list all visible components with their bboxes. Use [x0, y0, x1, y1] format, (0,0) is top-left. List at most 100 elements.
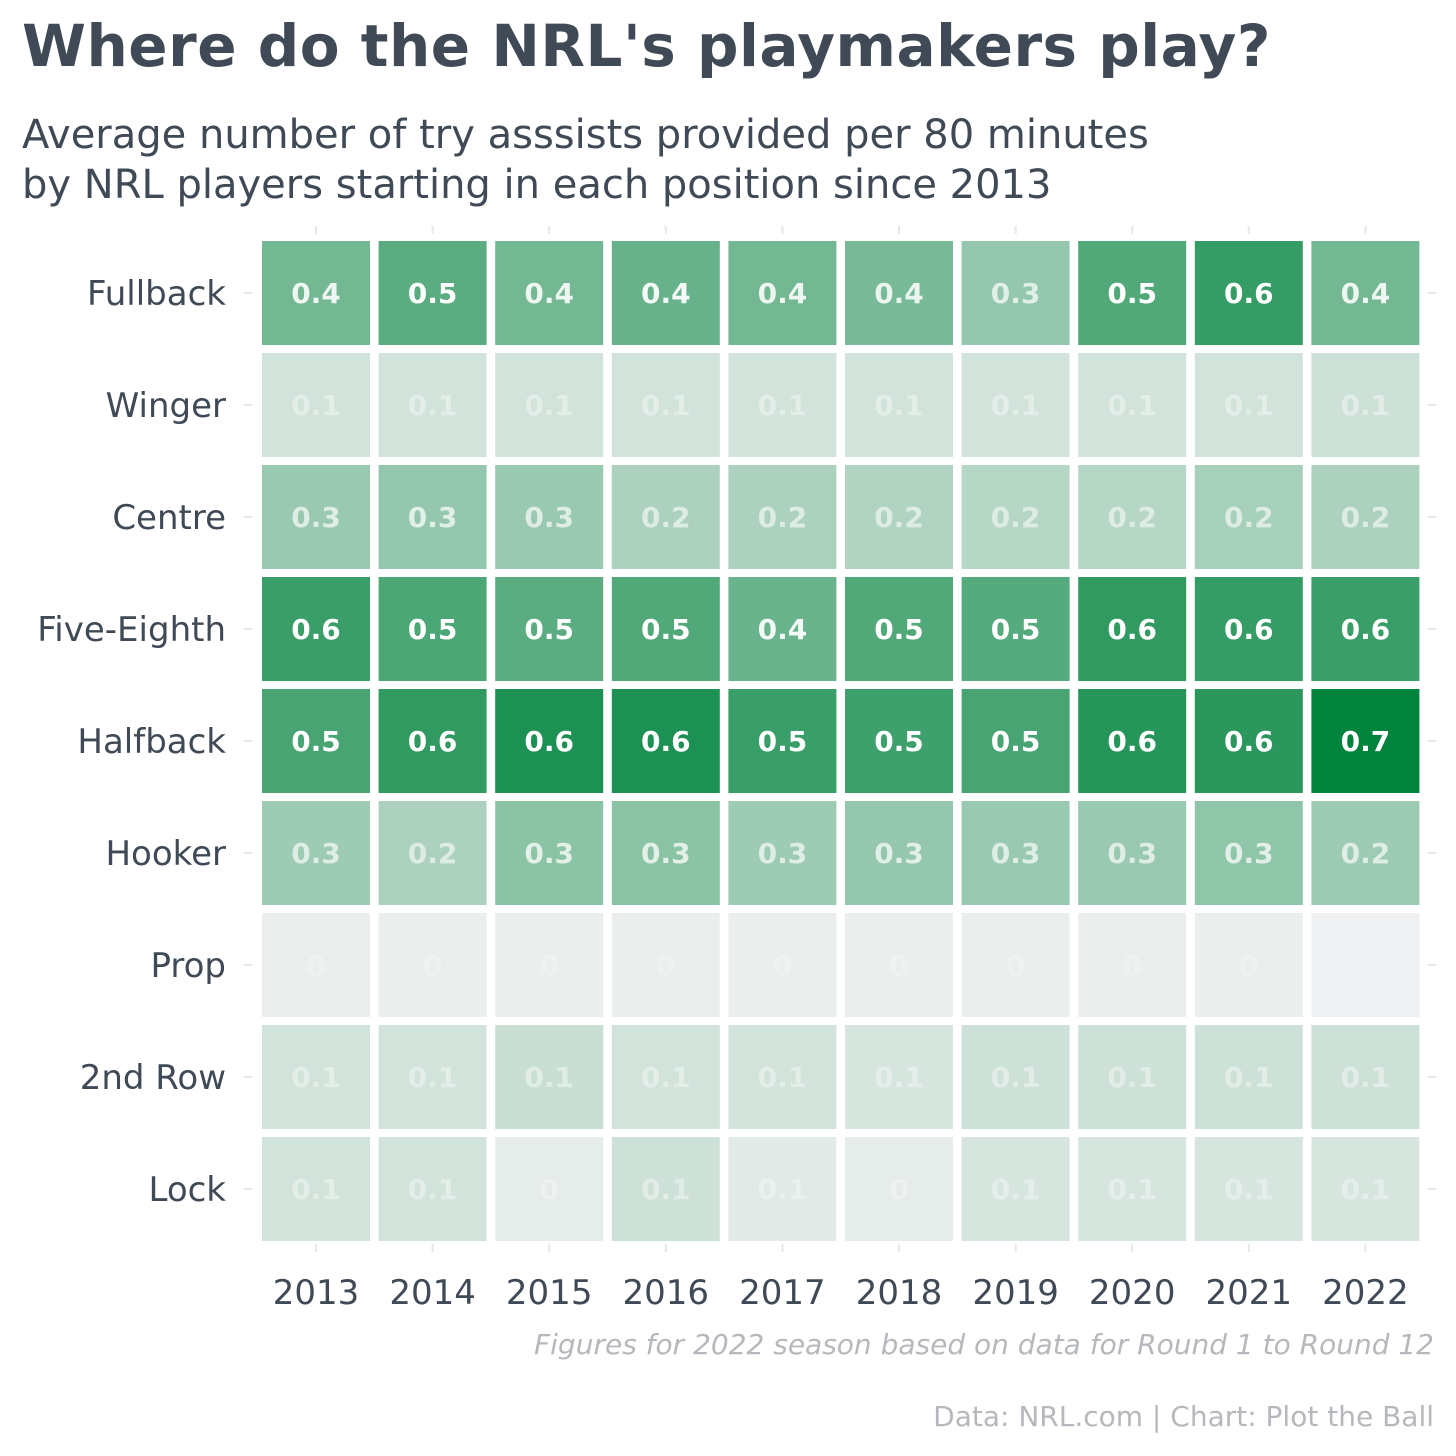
heatmap-cell	[378, 801, 487, 905]
cell-value-label: 0.6	[1224, 277, 1274, 310]
x-tick-label: 2014	[389, 1273, 476, 1313]
cell-value-label: 0.3	[291, 837, 341, 870]
cell-value-label: 0.1	[291, 389, 341, 422]
heatmap-cell	[845, 465, 953, 569]
cell-value-label: 0.5	[874, 725, 924, 758]
heatmap-cell	[495, 1137, 604, 1241]
chart-footnote: Figures for 2022 season based on data fo…	[534, 1328, 1434, 1361]
heatmap-cell	[1194, 353, 1303, 457]
heatmap-cell	[1311, 577, 1420, 681]
heatmap-cell	[378, 353, 487, 457]
heatmap-cell	[378, 913, 487, 1017]
chart-subtitle: Average number of try asssists provided …	[22, 110, 1149, 210]
y-tick-label: Halfback	[77, 722, 226, 762]
heatmap-cell	[1311, 353, 1420, 457]
heatmap-cell	[262, 465, 370, 569]
heatmap-cell	[1194, 801, 1303, 905]
axis-ticks	[244, 226, 1436, 1252]
x-tick-label: 2016	[623, 1273, 710, 1313]
heatmap-cell	[728, 913, 837, 1017]
cell-value-label: 0.6	[1341, 613, 1391, 646]
cell-value-label: 0.3	[991, 277, 1041, 310]
heatmap-cell	[728, 353, 837, 457]
subtitle-line-2: by NRL players starting in each position…	[22, 162, 1052, 208]
cell-value-label: 0	[656, 949, 675, 982]
heatmap-cell	[1311, 1025, 1420, 1129]
cell-value-label: 0	[539, 949, 558, 982]
x-tick-label: 2022	[1322, 1273, 1409, 1313]
cell-value-label: 0.3	[991, 837, 1041, 870]
heatmap-cell	[262, 241, 370, 345]
heatmap-cell	[611, 241, 720, 345]
heatmap-cell	[1194, 241, 1303, 345]
heatmap-cell	[611, 1137, 720, 1241]
heatmap-cells: 0.4 0.5 0.4 0.4 0.4 0.4 0.3 0.5 0.6 0.4 0.1 0.1 0.1 0…	[262, 241, 1420, 1241]
heatmap-cell	[1078, 1025, 1187, 1129]
heatmap-cell	[961, 465, 1070, 569]
y-tick-label: Lock	[148, 1170, 226, 1210]
heatmap-cell	[611, 801, 720, 905]
cell-value-label: 0.1	[758, 389, 808, 422]
cell-value-label: 0	[423, 949, 442, 982]
cell-value-label: 0.5	[991, 725, 1041, 758]
y-tick-label: 2nd Row	[80, 1058, 226, 1098]
heatmap-cell	[611, 689, 720, 793]
cell-value-label: 0.5	[991, 613, 1041, 646]
x-axis-labels: 2013 2014 2015 2016 2017 2018 2019 2020 2021 2022	[273, 1273, 1409, 1313]
heatmap-cell	[1311, 241, 1420, 345]
cell-value-label: 0.6	[1224, 613, 1274, 646]
cell-value-label: 0.3	[524, 501, 574, 534]
cell-value-label: 0	[539, 1173, 558, 1206]
cell-value-label: 0.5	[874, 613, 924, 646]
cell-value-label: 0.1	[991, 1061, 1041, 1094]
y-tick-label: Prop	[150, 946, 226, 986]
heatmap-cell	[262, 1025, 370, 1129]
cell-value-label: 0.5	[408, 277, 458, 310]
heatmap-cell	[961, 689, 1070, 793]
heatmap-cell	[262, 913, 370, 1017]
heatmap-cell	[1311, 801, 1420, 905]
heatmap-cell	[1194, 1025, 1303, 1129]
heatmap-cell	[961, 913, 1070, 1017]
heatmap-cell	[845, 913, 953, 1017]
heatmap-cell	[495, 577, 604, 681]
heatmap-cell	[845, 353, 953, 457]
heatmap-cell	[728, 241, 837, 345]
cell-value-label: 0.3	[1107, 837, 1157, 870]
heatmap-cell	[1078, 465, 1187, 569]
heatmap-cell	[845, 801, 953, 905]
y-tick-label: Winger	[106, 386, 226, 426]
heatmap-cell	[611, 913, 720, 1017]
cell-value-label: 0.7	[1341, 725, 1391, 758]
heatmap-cell	[845, 689, 953, 793]
cell-value-label: 0.4	[874, 277, 924, 310]
cell-value-label: 0.1	[408, 389, 458, 422]
cell-value-label: 0	[889, 949, 908, 982]
heatmap-cell	[1194, 1137, 1303, 1241]
cell-value-label: 0.5	[1107, 277, 1157, 310]
heatmap-cell	[611, 577, 720, 681]
cell-value-label: 0	[306, 949, 325, 982]
heatmap-cell	[1311, 465, 1420, 569]
cell-value-label: 0.3	[524, 837, 574, 870]
heatmap-cell	[378, 1025, 487, 1129]
cell-value-label: 0.6	[291, 613, 341, 646]
heatmap-cell	[495, 913, 604, 1017]
cell-value-label: 0.1	[1224, 1061, 1274, 1094]
cell-value-label: 0.1	[758, 1061, 808, 1094]
cell-value-label: 0.1	[1341, 1061, 1391, 1094]
heatmap-cell	[378, 1137, 487, 1241]
cell-value-label: 0.2	[408, 837, 458, 870]
cell-value-label: 0.6	[408, 725, 458, 758]
cell-value-label: 0.3	[641, 837, 691, 870]
cell-value-label: 0.3	[874, 837, 924, 870]
y-tick-label: Hooker	[105, 834, 226, 874]
cell-value-label: 0.6	[641, 725, 691, 758]
heatmap-cell	[1311, 913, 1420, 1017]
cell-value-label: 0.1	[874, 389, 924, 422]
heatmap-cell	[1078, 1137, 1187, 1241]
cell-value-label: 0.3	[408, 501, 458, 534]
chart-title: Where do the NRL's playmakers play?	[22, 12, 1271, 80]
